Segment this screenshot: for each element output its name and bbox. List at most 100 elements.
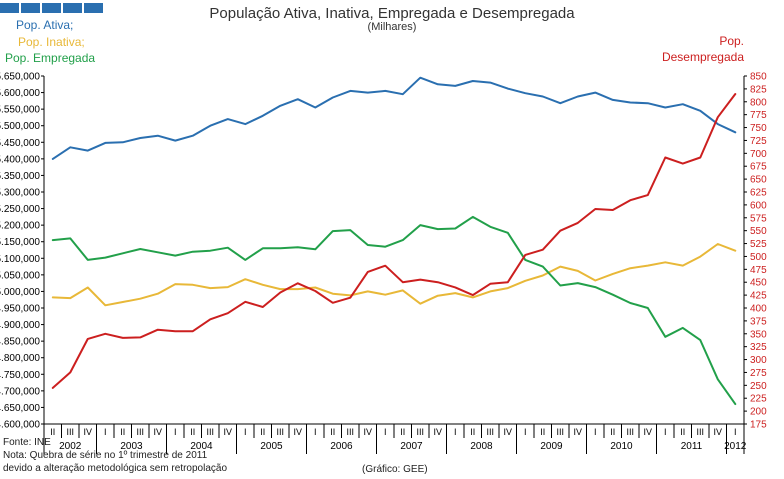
quarter-label: I: [244, 427, 247, 437]
quarter-label: II: [190, 427, 195, 437]
quarter-label: III: [276, 427, 284, 437]
quarter-label: IV: [433, 427, 442, 437]
year-label: 2011: [681, 441, 703, 452]
left-tick-label: 4.850,000: [0, 337, 40, 348]
left-tick-label: 5.200,000: [0, 221, 40, 232]
right-tick-label: 200: [750, 407, 767, 418]
quarter-label: I: [384, 427, 387, 437]
quarter-label: II: [50, 427, 55, 437]
left-tick-label: 5.100,000: [0, 254, 40, 265]
legend-desempregada-line1: Pop.: [719, 34, 744, 48]
legend-desempregada-line2: Desempregada: [661, 50, 744, 64]
quarter-label: IV: [643, 427, 652, 437]
left-tick-label: 4.800,000: [0, 353, 40, 364]
year-label: 2008: [470, 441, 493, 452]
legend-inativa: Pop. Inativa;: [18, 35, 85, 49]
quarter-label: IV: [573, 427, 582, 437]
left-tick-label: 5.500,000: [0, 121, 40, 132]
quarter-label: II: [120, 427, 125, 437]
left-tick-label: 5.050,000: [0, 270, 40, 281]
right-tick-label: 525: [750, 239, 767, 250]
footer-note-2: devido a alteração metodológica sem retr…: [3, 463, 228, 474]
footer-source: Fonte: INE: [3, 437, 51, 448]
quarter-label: III: [346, 427, 354, 437]
logo-block-1: [0, 3, 19, 13]
right-tick-label: 375: [750, 316, 767, 327]
year-label: 2012: [724, 441, 747, 452]
quarter-label: I: [104, 427, 107, 437]
left-tick-label: 5.250,000: [0, 204, 40, 215]
year-label: 2006: [330, 441, 353, 452]
left-tick-label: 5.150,000: [0, 237, 40, 248]
footer-note-1: Nota: Quebra de série no 1º trimestre de…: [3, 450, 208, 461]
logo-block-2: [21, 3, 40, 13]
quarter-label: I: [734, 427, 737, 437]
quarter-label: III: [136, 427, 144, 437]
series-line-pop-inativa: [51, 243, 737, 307]
quarter-label: III: [556, 427, 564, 437]
right-tick-label: 450: [750, 278, 767, 289]
left-tick-label: 5.000,000: [0, 287, 40, 298]
right-tick-label: 225: [750, 394, 767, 405]
year-label: 2003: [120, 441, 143, 452]
quarter-label: III: [416, 427, 424, 437]
quarter-label: IV: [153, 427, 162, 437]
quarter-label: II: [260, 427, 265, 437]
left-tick-label: 5.650,000: [0, 72, 40, 83]
right-tick-label: 350: [750, 329, 767, 340]
right-tick-label: 600: [750, 200, 767, 211]
right-tick-label: 775: [750, 110, 767, 121]
right-tick-label: 400: [750, 304, 767, 315]
year-label: 2002: [59, 441, 82, 452]
quarter-label: III: [66, 427, 74, 437]
quarter-label: II: [680, 427, 685, 437]
quarter-label: II: [470, 427, 475, 437]
right-tick-label: 550: [750, 226, 767, 237]
right-tick-label: 725: [750, 136, 767, 147]
right-tick-label: 250: [750, 381, 767, 392]
quarter-label: II: [540, 427, 545, 437]
right-tick-label: 650: [750, 175, 767, 186]
quarter-label: II: [400, 427, 405, 437]
year-label: 2005: [260, 441, 283, 452]
logo-block-3: [42, 3, 61, 13]
right-tick-label: 750: [750, 123, 767, 134]
legend-ativa: Pop. Ativa;: [16, 18, 74, 32]
left-tick-label: 5.400,000: [0, 154, 40, 165]
right-tick-label: 300: [750, 355, 767, 366]
right-tick-label: 575: [750, 213, 767, 224]
year-label: 2004: [190, 441, 213, 452]
right-tick-label: 825: [750, 84, 767, 95]
quarter-label: IV: [363, 427, 372, 437]
left-tick-label: 4.750,000: [0, 370, 40, 381]
quarter-label: IV: [713, 427, 722, 437]
chart-title: População Ativa, Inativa, Empregada e De…: [209, 5, 575, 22]
quarter-label: II: [330, 427, 335, 437]
series-line-pop-empregada: [51, 215, 737, 406]
quarter-label: I: [594, 427, 597, 437]
quarter-label: I: [174, 427, 177, 437]
right-tick-label: 175: [750, 420, 767, 431]
quarter-label: I: [314, 427, 317, 437]
left-tick-label: 4.600,000: [0, 420, 40, 431]
series-line-pop-desempregada: [51, 93, 737, 389]
left-tick-label: 5.600,000: [0, 88, 40, 99]
legend-empregada: Pop. Empregada: [5, 51, 96, 65]
left-tick-label: 5.350,000: [0, 171, 40, 182]
quarter-label: II: [610, 427, 615, 437]
left-tick-label: 5.550,000: [0, 105, 40, 116]
right-tick-label: 325: [750, 342, 767, 353]
quarter-label: I: [524, 427, 527, 437]
year-label: 2007: [400, 441, 423, 452]
quarter-label: III: [206, 427, 214, 437]
year-label: 2010: [610, 441, 633, 452]
footer-credit: (Gráfico: GEE): [362, 464, 428, 475]
right-tick-label: 850: [750, 72, 767, 83]
right-tick-label: 500: [750, 252, 767, 263]
quarter-label: III: [626, 427, 634, 437]
quarter-label: IV: [223, 427, 232, 437]
quarter-label: I: [664, 427, 667, 437]
right-tick-label: 275: [750, 368, 767, 379]
left-tick-label: 5.300,000: [0, 188, 40, 199]
